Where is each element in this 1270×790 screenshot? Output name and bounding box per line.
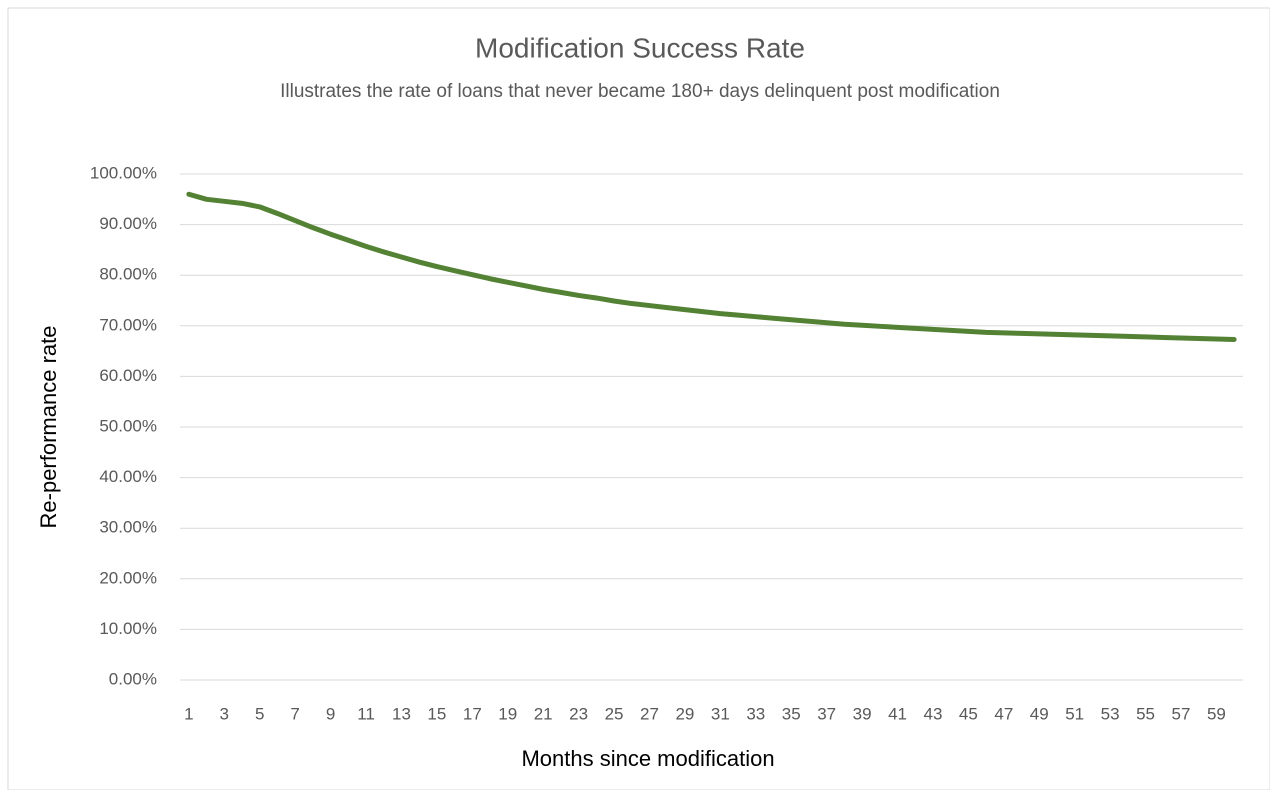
y-tick-label: 0.00% (109, 669, 157, 688)
chart-title: Modification Success Rate (475, 32, 805, 63)
x-tick-label: 21 (534, 704, 553, 723)
y-axis-title: Re-performance rate (36, 326, 61, 529)
x-tick-label: 13 (392, 704, 411, 723)
x-tick-label: 39 (853, 704, 872, 723)
x-tick-label: 5 (255, 704, 264, 723)
y-tick-label: 10.00% (99, 619, 157, 638)
x-tick-label: 47 (994, 704, 1013, 723)
x-tick-label: 11 (357, 704, 375, 723)
x-tick-label: 27 (640, 704, 659, 723)
x-tick-label: 1 (184, 704, 193, 723)
y-tick-label: 20.00% (99, 568, 157, 587)
x-tick-label: 23 (569, 704, 588, 723)
x-tick-label: 59 (1207, 704, 1226, 723)
x-tick-label: 41 (888, 704, 907, 723)
x-tick-label: 19 (498, 704, 517, 723)
x-tick-label: 33 (746, 704, 765, 723)
y-tick-label: 70.00% (99, 315, 157, 334)
x-tick-label: 31 (711, 704, 730, 723)
y-tick-label: 30.00% (99, 518, 157, 537)
x-tick-label: 29 (675, 704, 694, 723)
y-tick-label: 60.00% (99, 366, 157, 385)
x-tick-label: 57 (1172, 704, 1191, 723)
x-axis-title: Months since modification (521, 746, 774, 771)
y-tick-label: 50.00% (99, 416, 157, 435)
x-tick-label: 37 (817, 704, 836, 723)
y-tick-label: 40.00% (99, 467, 157, 486)
x-tick-label: 9 (326, 704, 335, 723)
x-tick-label: 25 (605, 704, 624, 723)
chart-border (7, 7, 1270, 790)
x-tick-label: 53 (1101, 704, 1120, 723)
x-tick-label: 3 (220, 704, 229, 723)
x-tick-label: 45 (959, 704, 978, 723)
y-tick-label: 100.00% (90, 163, 157, 182)
line (186, 191, 1237, 342)
y-tick-label: 90.00% (99, 214, 157, 233)
x-tick-label: 15 (427, 704, 446, 723)
y-tick-label: 80.00% (99, 265, 157, 284)
x-tick-label: 43 (923, 704, 942, 723)
x-tick-label: 17 (463, 704, 482, 723)
chart-subtitle: Illustrates the rate of loans that never… (280, 81, 1000, 102)
x-tick-label: 35 (782, 704, 801, 723)
x-tick-label: 51 (1065, 704, 1084, 723)
x-tick-label: 7 (290, 704, 299, 723)
x-tick-label: 49 (1030, 704, 1049, 723)
x-tick-label: 55 (1136, 704, 1155, 723)
